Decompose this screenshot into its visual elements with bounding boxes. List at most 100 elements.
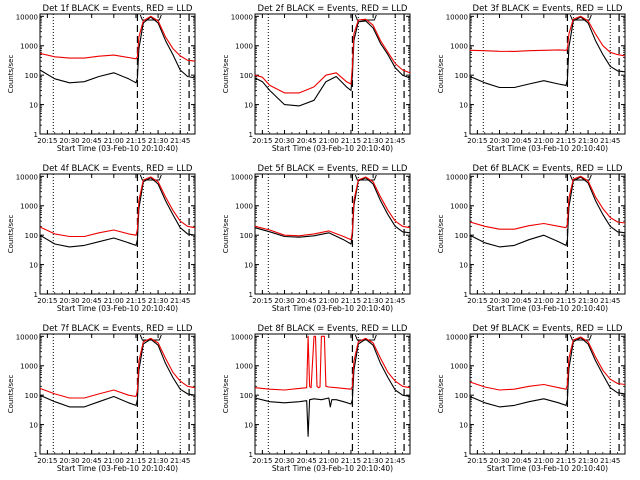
events-series-line xyxy=(469,176,626,248)
y-tick-label: 10 xyxy=(244,422,253,430)
events-series-line xyxy=(39,177,196,248)
x-tick-label: 21:00 xyxy=(319,137,339,145)
y-tick-label: 1 xyxy=(249,291,253,299)
interval-bracket xyxy=(354,174,377,181)
y-tick-label: 10000 xyxy=(231,13,253,21)
x-tick-label: 21:45 xyxy=(600,457,620,465)
x-tick-label: 21:45 xyxy=(170,297,190,305)
y-axis-label: Counts/sec xyxy=(7,55,15,94)
y-tick-label: 100 xyxy=(25,232,38,240)
y-axis-label: Counts/sec xyxy=(222,375,230,414)
x-tick-label: 21:30 xyxy=(578,457,598,465)
x-axis-label: Start Time (03-Feb-10 20:10:40) xyxy=(487,464,608,473)
events-series-line xyxy=(469,337,626,408)
y-axis-label: Counts/sec xyxy=(437,375,445,414)
events-series-line xyxy=(469,16,626,89)
x-tick-label: 20:45 xyxy=(297,137,317,145)
y-tick-label: 100 xyxy=(25,72,38,80)
x-tick-label: 20:30 xyxy=(59,137,79,145)
y-tick-label: 100 xyxy=(455,232,468,240)
x-axis-label: Start Time (03-Feb-10 20:10:40) xyxy=(487,304,608,313)
y-tick-label: 10000 xyxy=(231,333,253,341)
x-tick-label: 21:15 xyxy=(126,457,146,465)
events-series-line xyxy=(254,338,411,437)
x-tick-label: 21:30 xyxy=(148,457,168,465)
panel-title: Det 2f BLACK = Events, RED = LLD xyxy=(258,4,408,14)
y-tick-label: 10 xyxy=(244,262,253,270)
y-tick-label: 1 xyxy=(34,131,38,139)
x-tick-label: 21:00 xyxy=(104,137,124,145)
x-tick-label: 21:00 xyxy=(104,457,124,465)
y-tick-label: 10 xyxy=(29,262,38,270)
plot-frame xyxy=(254,173,411,295)
y-tick-label: 1000 xyxy=(235,363,253,371)
x-tick-label: 20:30 xyxy=(489,137,509,145)
interval-bracket xyxy=(139,174,162,181)
x-tick-label: 21:45 xyxy=(385,137,405,145)
detector-panel: Det 2f BLACK = Events, RED = LLD 1 10 100 10… xyxy=(222,4,411,153)
x-tick-label: 20:15 xyxy=(37,297,57,305)
x-tick-label: 21:30 xyxy=(363,297,383,305)
panel-title: Det 9f BLACK = Events, RED = LLD xyxy=(473,324,623,334)
y-tick-label: 100 xyxy=(455,392,468,400)
x-tick-label: 21:30 xyxy=(148,137,168,145)
x-tick-label: 21:30 xyxy=(363,457,383,465)
y-tick-label: 10 xyxy=(29,422,38,430)
x-tick-label: 20:15 xyxy=(467,297,487,305)
y-tick-label: 1000 xyxy=(20,43,38,51)
x-tick-label: 21:45 xyxy=(170,457,190,465)
lld-series-line xyxy=(39,15,196,62)
panel-title: Det 6f BLACK = Events, RED = LLD xyxy=(473,164,623,174)
x-axis-label: Start Time (03-Feb-10 20:10:40) xyxy=(57,304,178,313)
x-tick-label: 20:30 xyxy=(274,137,294,145)
x-tick-label: 21:45 xyxy=(600,137,620,145)
x-tick-label: 21:15 xyxy=(126,137,146,145)
y-tick-label: 10000 xyxy=(446,333,468,341)
y-axis-label: Counts/sec xyxy=(222,215,230,254)
x-tick-label: 21:30 xyxy=(578,137,598,145)
events-series-line xyxy=(39,16,196,84)
y-tick-label: 10 xyxy=(459,262,468,270)
x-tick-label: 21:30 xyxy=(148,297,168,305)
x-tick-label: 20:30 xyxy=(59,297,79,305)
x-tick-label: 20:15 xyxy=(37,137,57,145)
y-tick-label: 10 xyxy=(459,102,468,110)
panel-title: Det 3f BLACK = Events, RED = LLD xyxy=(473,4,623,14)
detector-panel: Det 7f BLACK = Events, RED = LLD 1 10 100 10… xyxy=(7,324,196,473)
x-tick-label: 20:45 xyxy=(82,137,102,145)
x-tick-label: 20:45 xyxy=(82,297,102,305)
y-axis-label: Counts/sec xyxy=(7,375,15,414)
detector-panel: Det 4f BLACK = Events, RED = LLD 1 10 100 10… xyxy=(7,164,196,313)
interval-bracket xyxy=(569,334,592,341)
x-axis-label: Start Time (03-Feb-10 20:10:40) xyxy=(272,464,393,473)
plot-frame xyxy=(39,333,196,455)
x-tick-label: 21:15 xyxy=(126,297,146,305)
y-tick-label: 10000 xyxy=(16,173,38,181)
detector-panel: Det 8f BLACK = Events, RED = LLD 1 10 100 10… xyxy=(222,324,411,473)
x-tick-label: 20:45 xyxy=(512,137,532,145)
y-axis-label: Counts/sec xyxy=(7,215,15,254)
x-tick-label: 21:15 xyxy=(341,137,361,145)
x-tick-label: 21:30 xyxy=(578,297,598,305)
panel-title: Det 8f BLACK = Events, RED = LLD xyxy=(258,324,408,334)
panel-title: Det 7f BLACK = Events, RED = LLD xyxy=(43,324,193,334)
y-tick-label: 100 xyxy=(240,232,253,240)
x-tick-label: 20:15 xyxy=(252,457,272,465)
plot-frame xyxy=(39,13,196,135)
y-tick-label: 1 xyxy=(249,451,253,459)
lld-series-line xyxy=(469,15,626,57)
x-tick-label: 20:30 xyxy=(59,457,79,465)
y-tick-label: 1 xyxy=(464,451,468,459)
x-axis-label: Start Time (03-Feb-10 20:10:40) xyxy=(487,144,608,153)
x-tick-label: 21:45 xyxy=(170,137,190,145)
detector-panel: Det 6f BLACK = Events, RED = LLD 1 10 100 10… xyxy=(437,164,626,313)
y-tick-label: 10000 xyxy=(231,173,253,181)
y-tick-label: 1 xyxy=(249,131,253,139)
y-axis-label: Counts/sec xyxy=(222,55,230,94)
x-tick-label: 20:15 xyxy=(37,457,57,465)
x-tick-label: 21:00 xyxy=(319,457,339,465)
y-tick-label: 1000 xyxy=(20,363,38,371)
x-tick-label: 20:15 xyxy=(467,137,487,145)
panel-title: Det 1f BLACK = Events, RED = LLD xyxy=(43,4,193,14)
